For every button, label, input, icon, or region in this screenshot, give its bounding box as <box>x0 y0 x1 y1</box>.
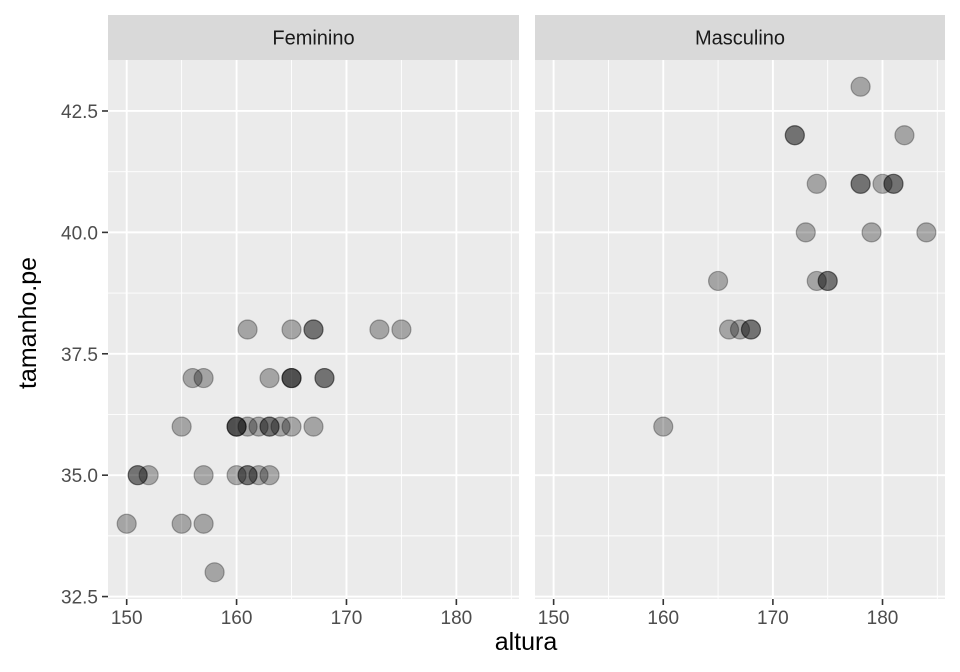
x-tick-label: 150 <box>111 608 143 629</box>
data-point <box>806 173 827 194</box>
data-point <box>226 416 247 437</box>
panels-layer: Feminino 150 160 170 180 Masculino 150 160 170 18… <box>108 15 945 629</box>
data-point <box>850 173 871 194</box>
data-point <box>193 367 214 389</box>
data-point <box>259 416 280 437</box>
facet-panel-feminino: Feminino 150 160 170 180 <box>108 15 519 629</box>
data-point <box>795 222 816 243</box>
data-point <box>314 367 335 389</box>
data-point <box>193 465 214 486</box>
data-point <box>171 416 192 437</box>
data-point <box>171 513 192 534</box>
data-point <box>314 367 335 389</box>
x-tick-label: 180 <box>441 608 473 629</box>
data-point <box>226 465 247 486</box>
data-point <box>718 319 740 340</box>
data-point <box>281 416 302 437</box>
data-point <box>817 270 838 292</box>
data-point <box>729 319 751 340</box>
data-point <box>259 416 280 437</box>
x-tick-label: 150 <box>538 608 570 629</box>
data-point <box>248 416 269 437</box>
panel-background <box>535 60 945 599</box>
data-point <box>281 367 302 389</box>
data-point <box>784 125 805 146</box>
facet-strip-label: Feminino <box>272 28 354 50</box>
data-point <box>281 367 302 389</box>
y-tick-label: 32.5 <box>61 588 98 609</box>
facet-strip <box>108 15 519 60</box>
data-point <box>237 465 258 486</box>
data-point <box>237 416 258 437</box>
data-point <box>806 270 827 292</box>
data-point <box>116 513 137 534</box>
y-axis: 32.5 35.0 37.5 40.0 42.5 <box>61 102 108 609</box>
data-point <box>303 319 324 340</box>
data-point <box>894 125 915 146</box>
data-point <box>784 125 805 146</box>
data-point <box>303 319 324 340</box>
data-point <box>226 416 247 437</box>
data-point <box>391 319 412 340</box>
x-axis-title: altura <box>495 628 558 656</box>
data-point <box>850 76 871 97</box>
data-point <box>861 222 882 243</box>
data-point <box>883 173 904 194</box>
data-point <box>850 173 871 194</box>
data-point <box>817 270 838 292</box>
y-tick-label: 42.5 <box>61 102 98 123</box>
x-tick-label: 180 <box>867 608 899 629</box>
panel-background <box>108 60 519 599</box>
x-tick-label: 160 <box>647 608 679 629</box>
x-tick-label: 160 <box>221 608 253 629</box>
data-point <box>259 367 280 389</box>
y-axis-title: tamanho.pe <box>14 257 42 389</box>
data-point <box>259 465 280 486</box>
data-point <box>248 465 269 486</box>
data-point <box>281 319 302 340</box>
y-tick-label: 40.0 <box>61 223 98 244</box>
data-point <box>138 465 159 486</box>
x-tick-label: 170 <box>757 608 789 629</box>
facet-strip <box>535 15 945 60</box>
data-point <box>226 416 247 437</box>
data-point <box>270 416 291 437</box>
data-point <box>916 222 937 243</box>
y-tick-label: 35.0 <box>61 466 98 487</box>
data-point <box>369 319 390 340</box>
data-point <box>204 562 225 583</box>
data-point <box>303 416 324 437</box>
data-point <box>182 367 203 389</box>
data-point <box>883 173 904 194</box>
data-point <box>193 513 214 534</box>
data-point <box>237 319 258 340</box>
data-point <box>281 367 302 389</box>
data-point <box>127 465 148 486</box>
facet-panel-masculino: Masculino 150 160 170 180 <box>535 15 945 629</box>
data-point <box>872 173 893 194</box>
y-tick-label: 37.5 <box>61 345 98 366</box>
x-tick-label: 170 <box>331 608 363 629</box>
facet-strip-label: Masculino <box>695 28 785 50</box>
data-point <box>740 319 762 340</box>
data-point <box>707 270 729 292</box>
data-point <box>653 416 674 437</box>
data-point <box>740 319 762 340</box>
data-point <box>237 465 258 486</box>
data-point <box>127 465 148 486</box>
